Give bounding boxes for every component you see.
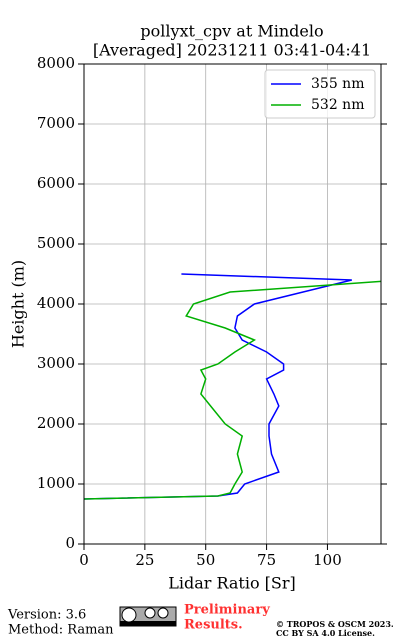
- plot-area: 0 25 50 75 100010002000300040005000600070008…: [37, 54, 387, 569]
- method: Method: Raman: [8, 623, 114, 638]
- y-tick-label: 6000: [37, 174, 75, 192]
- x-tick-label: 0: [79, 551, 89, 569]
- lines: [84, 273, 381, 500]
- preliminary-note: Results.: [184, 618, 243, 633]
- y-tick-label: 7000: [37, 114, 75, 132]
- y-tick-label: 5000: [37, 234, 75, 252]
- x-axis-label: Lidar Ratio [Sr]: [168, 574, 296, 593]
- y-tick-label: 2000: [37, 414, 75, 432]
- y-tick-label: 4000: [37, 294, 75, 312]
- chart-title: pollyxt_cpv at Mindelo: [140, 22, 323, 41]
- legend-box: [264, 69, 376, 119]
- y-tick-label: 1000: [37, 474, 75, 492]
- x-tick-label: 100: [313, 551, 342, 569]
- version: Version: 3.6: [7, 608, 86, 623]
- copyright: © TROPOS & OSCM 2023.: [276, 619, 394, 629]
- x-tick-label: 25: [135, 551, 154, 569]
- legend-label: 532 nm: [311, 97, 364, 113]
- legend-label: 355 nm: [311, 76, 364, 92]
- y-tick-label: 0: [65, 534, 75, 552]
- profile-line: [84, 280, 381, 500]
- y-tick-label: 8000: [37, 54, 75, 72]
- preliminary-note: Preliminary: [184, 603, 270, 618]
- cc-badge: [119, 606, 177, 627]
- profile-line: [84, 273, 352, 500]
- x-tick-label: 50: [196, 551, 215, 569]
- plot-frame: [83, 63, 382, 545]
- x-tick-label: 75: [257, 551, 276, 569]
- chart-subtitle: [Averaged] 20231211 03:41-04:41: [93, 41, 371, 60]
- y-tick-label: 3000: [37, 354, 75, 372]
- y-axis-label: Height (m): [9, 260, 28, 348]
- license: CC BY SA 4.0 License.: [276, 628, 375, 638]
